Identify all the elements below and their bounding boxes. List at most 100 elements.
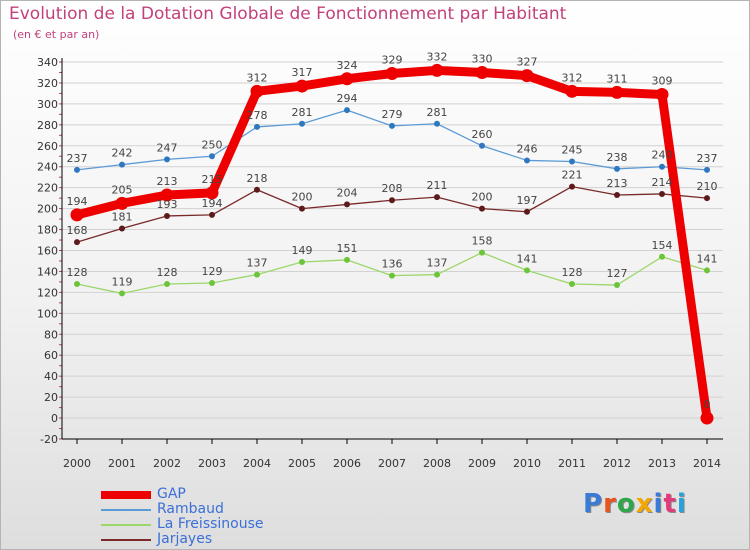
x-tick-label: 2000 xyxy=(63,457,91,470)
data-point xyxy=(119,161,125,168)
grid-lines xyxy=(62,61,723,440)
y-tick-label: 120 xyxy=(37,286,58,299)
data-point xyxy=(659,190,665,197)
x-tick-label: 2002 xyxy=(153,457,181,470)
data-point xyxy=(434,120,440,127)
data-point xyxy=(205,186,219,200)
x-tick-label: 2013 xyxy=(648,457,676,470)
x-tick-label: 2004 xyxy=(243,457,271,470)
y-tick-label: 340 xyxy=(37,56,58,69)
data-point xyxy=(565,84,579,98)
data-point xyxy=(74,166,80,173)
data-point xyxy=(614,191,620,198)
logo-letter: t xyxy=(663,489,677,519)
legend-item: GAP xyxy=(101,486,321,502)
data-point xyxy=(430,63,444,77)
data-label: 312 xyxy=(247,71,268,84)
data-point xyxy=(385,67,399,81)
data-label: 141 xyxy=(517,252,538,265)
data-point xyxy=(659,253,665,260)
legend-item: Rambaud xyxy=(101,501,321,517)
data-point xyxy=(209,279,215,286)
legend-swatch xyxy=(101,539,151,541)
data-label: 129 xyxy=(202,265,223,278)
data-label: 324 xyxy=(337,59,358,72)
data-label: 294 xyxy=(337,92,358,105)
logo-letter: r xyxy=(603,489,617,519)
data-point xyxy=(119,225,125,232)
y-tick-label: 260 xyxy=(37,140,58,153)
data-point xyxy=(704,267,710,274)
data-point xyxy=(209,153,215,160)
data-point xyxy=(295,79,309,93)
chart-title: Evolution de la Dotation Globale de Fonc… xyxy=(9,4,567,24)
y-tick-label: 40 xyxy=(44,370,58,383)
data-label: 260 xyxy=(472,128,493,141)
data-label: 200 xyxy=(292,191,313,204)
data-point xyxy=(160,188,174,202)
data-point xyxy=(344,107,350,114)
logo-letter: i xyxy=(653,489,664,519)
data-label: 194 xyxy=(67,195,88,208)
data-point xyxy=(569,183,575,190)
data-label: 193 xyxy=(157,198,178,211)
proxiti-logo: Proxiti xyxy=(583,489,687,519)
data-label: 128 xyxy=(562,266,583,279)
data-label: 158 xyxy=(472,235,493,248)
data-point xyxy=(610,85,624,99)
series-rambaud xyxy=(74,107,710,173)
data-label: 211 xyxy=(427,179,448,192)
data-point xyxy=(119,290,125,297)
data-label: 278 xyxy=(247,109,268,122)
data-label: 128 xyxy=(67,266,88,279)
data-point xyxy=(164,281,170,288)
series-jarjayes xyxy=(74,183,710,246)
data-label: 208 xyxy=(382,182,403,195)
x-tick-label: 2005 xyxy=(288,457,316,470)
data-label: 221 xyxy=(562,169,583,182)
data-label: 311 xyxy=(607,72,628,85)
y-tick-label: 100 xyxy=(37,307,58,320)
data-label: 168 xyxy=(67,224,88,237)
data-label: 119 xyxy=(112,275,133,288)
data-label: 128 xyxy=(157,266,178,279)
data-label: 245 xyxy=(562,143,583,156)
data-label: 137 xyxy=(427,257,448,270)
data-label: 247 xyxy=(157,141,178,154)
data-point xyxy=(704,166,710,173)
legend-swatch xyxy=(101,491,151,499)
data-point xyxy=(479,249,485,256)
data-label: 151 xyxy=(337,242,358,255)
data-label: 237 xyxy=(67,152,88,165)
data-label: 149 xyxy=(292,244,313,257)
data-label: 213 xyxy=(607,177,628,190)
data-label: 194 xyxy=(202,197,223,210)
data-point xyxy=(164,212,170,219)
y-tick-label: 20 xyxy=(44,391,58,404)
logo-letter: x xyxy=(635,489,654,519)
data-label: 210 xyxy=(697,180,718,193)
legend-label: Jarjayes xyxy=(157,531,213,547)
data-label: 0 xyxy=(704,398,711,411)
x-tick-label: 2001 xyxy=(108,457,136,470)
legend-label: Rambaud xyxy=(157,501,224,517)
data-label: 197 xyxy=(517,194,538,207)
data-label: 137 xyxy=(247,257,268,270)
data-point xyxy=(614,282,620,289)
data-point xyxy=(700,411,714,425)
data-point xyxy=(475,65,489,79)
data-label: 213 xyxy=(157,175,178,188)
data-point xyxy=(520,69,534,83)
data-label: 215 xyxy=(202,173,223,186)
data-point xyxy=(479,142,485,149)
data-point xyxy=(434,271,440,278)
data-point xyxy=(299,259,305,266)
y-tick-label: 280 xyxy=(37,119,58,132)
data-point xyxy=(299,205,305,212)
data-label: 136 xyxy=(382,258,403,271)
data-point xyxy=(434,194,440,201)
data-label: 279 xyxy=(382,108,403,121)
data-point xyxy=(569,281,575,288)
data-point xyxy=(704,195,710,202)
